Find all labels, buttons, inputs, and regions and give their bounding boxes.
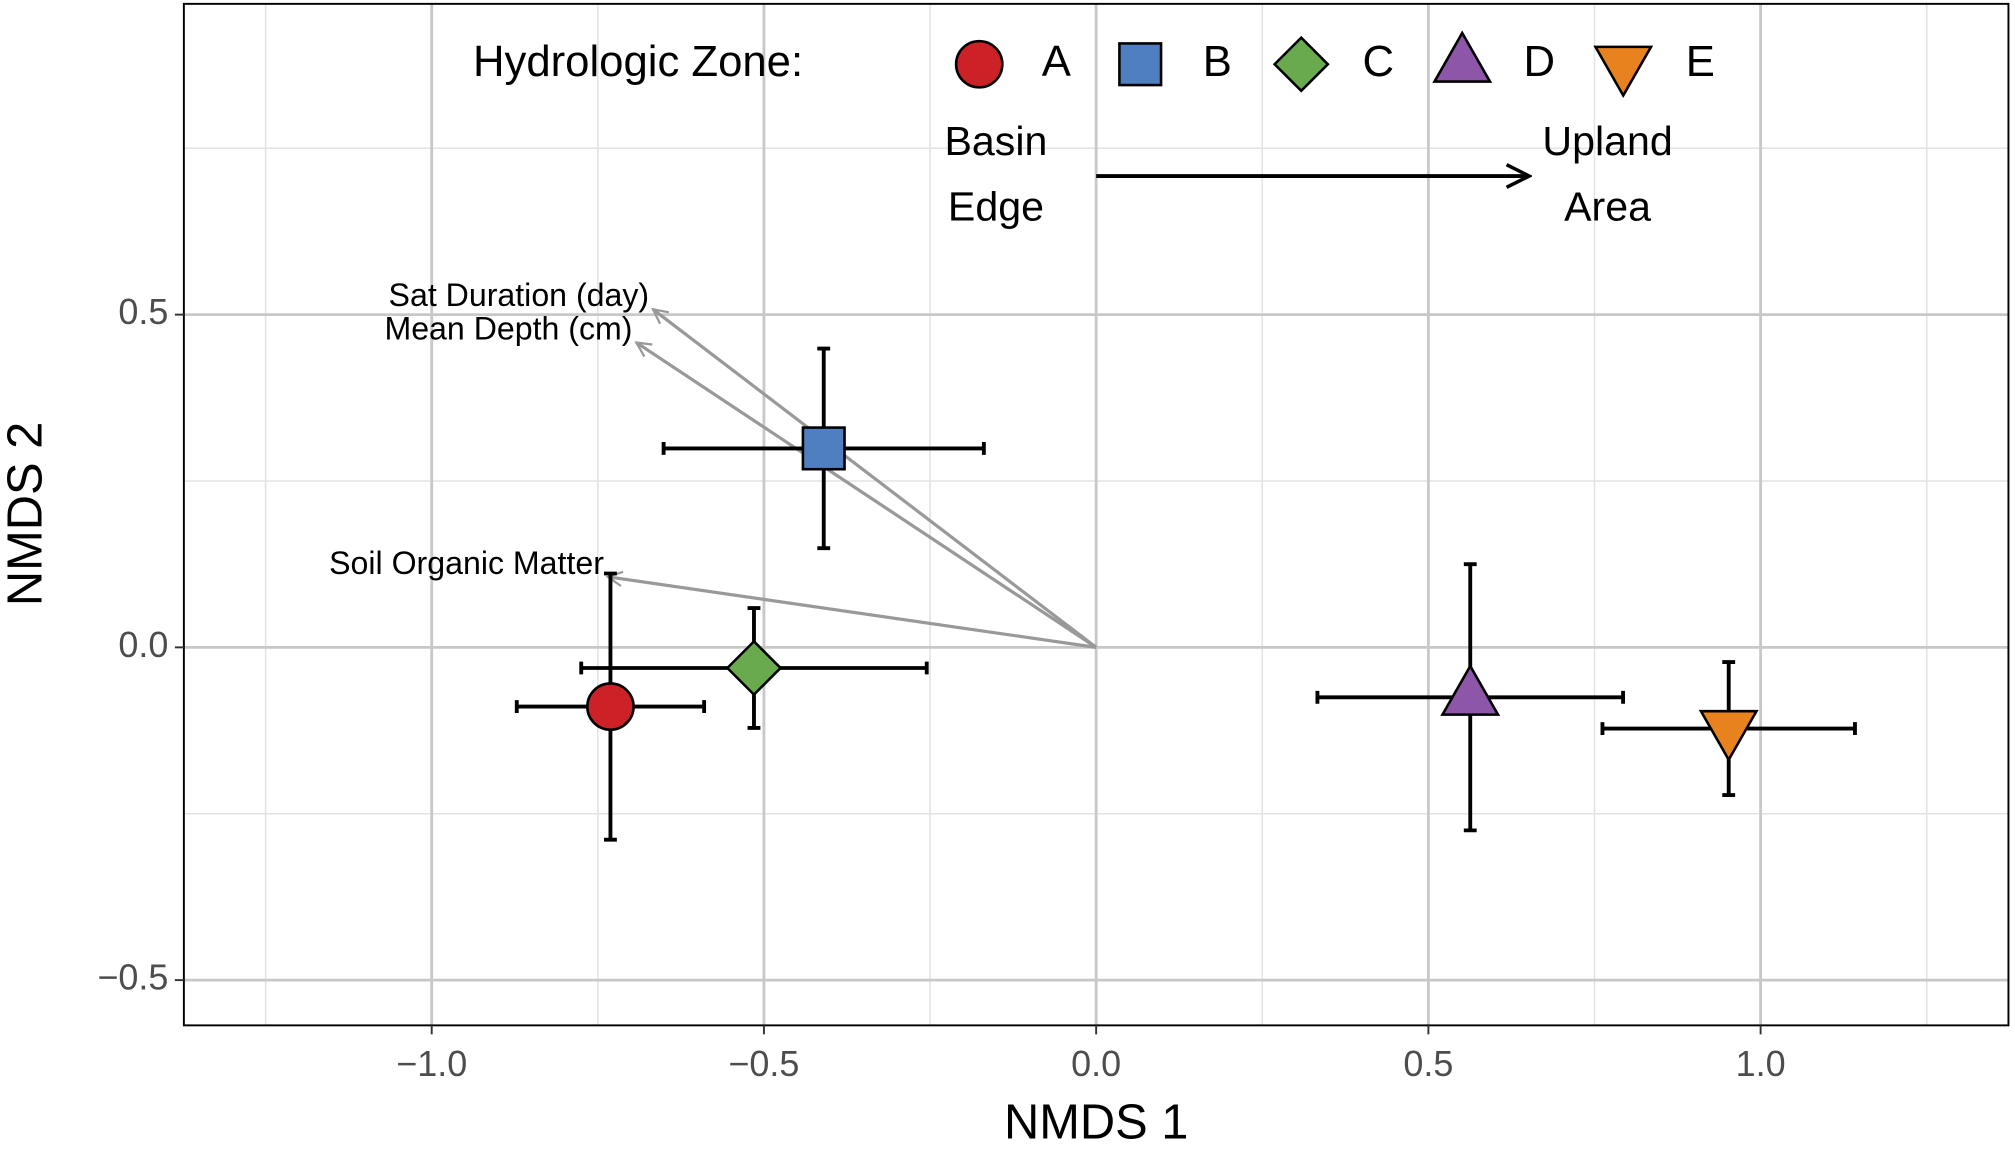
point [586,682,635,732]
point [801,426,846,471]
point [1698,709,1759,763]
legend-label: C [1363,37,1395,86]
x-tick-label: 0.5 [1403,1043,1453,1084]
x-axis-title: NMDS 1 [1004,1095,1188,1149]
plot-layer: Sat Duration (day)Mean Depth (cm) Soil Or… [329,277,1857,842]
legend-label: E [1686,37,1715,86]
x-tick-label: −1.0 [396,1043,467,1084]
vector-label: Mean Depth (cm) [384,311,632,347]
grid [183,3,2009,1026]
vector-arrow [608,577,1097,649]
x-tick-label: 1.0 [1736,1043,1786,1084]
point [725,639,783,697]
legend-symbol [1272,35,1330,93]
y-tick-label: 0.5 [118,291,168,332]
annotation: Area [1564,183,1651,229]
vector-label: Sat Duration (day) [389,277,650,313]
legend-label: B [1203,37,1232,86]
legend-symbol [1432,30,1493,83]
vector-label: Soil Organic Matter [329,545,604,581]
legend-symbol [954,39,1004,89]
annotation: Upland [1542,118,1672,164]
legend-label: A [1042,37,1072,86]
point [1440,663,1501,716]
y-tick-label: −0.5 [97,957,168,998]
legend-title: Hydrologic Zone: [473,37,803,86]
legend-symbol [1118,42,1163,87]
y-axis-title: NMDS 2 [0,422,52,606]
vector-arrow [653,309,1098,649]
annotation: Basin [945,118,1048,164]
annotation: Edge [948,183,1044,229]
legend-symbol [1593,45,1654,99]
legend-label: D [1524,37,1556,86]
x-tick-label: −0.5 [728,1043,799,1084]
vector-arrow [636,343,1098,649]
y-tick-label: 0.0 [118,624,168,665]
x-tick-label: 0.0 [1071,1043,1121,1084]
